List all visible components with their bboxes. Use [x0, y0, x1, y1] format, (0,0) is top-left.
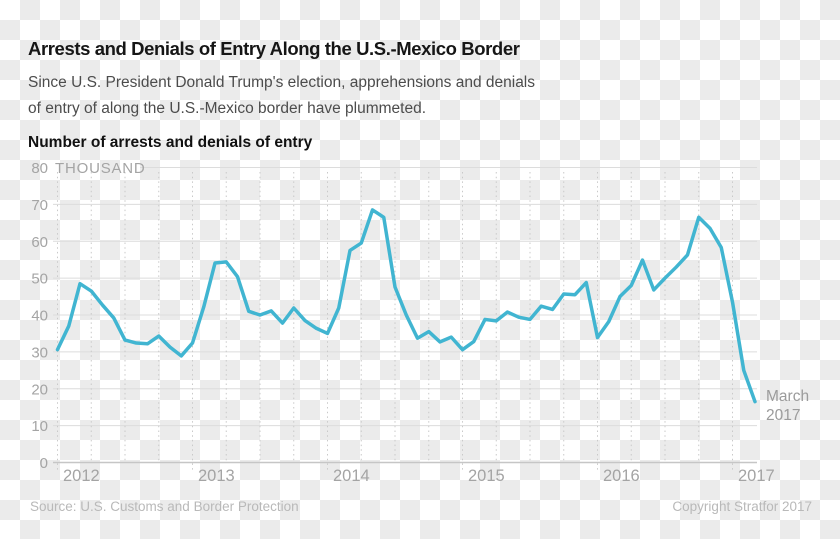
- y-tick-label-50: 50: [31, 271, 48, 288]
- y-tick-label-30: 30: [31, 344, 48, 361]
- x-tick-label-2012: 2012: [63, 467, 100, 485]
- x-tick-label-2015: 2015: [468, 467, 505, 485]
- y-axis-tick-labels: 0 10 20 30 40 50 60 70 80: [31, 160, 48, 472]
- source-credit: Source: U.S. Customs and Border Protecti…: [30, 499, 299, 514]
- x-tick-label-2013: 2013: [198, 467, 235, 485]
- x-axis-tick-labels: 2012 2013 2014 2015 2016 2017: [63, 467, 775, 485]
- y-tick-label-10: 10: [31, 418, 48, 435]
- y-tick-label-40: 40: [31, 308, 48, 325]
- x-tick-label-2016: 2016: [603, 467, 640, 485]
- subtitle-line-1: Since U.S. President Donald Trump's elec…: [28, 74, 536, 91]
- y-tick-label-20: 20: [31, 381, 48, 398]
- y-axis-unit-label: THOUSAND: [55, 160, 146, 177]
- y-tick-label-70: 70: [31, 197, 48, 214]
- data-line-arrests: [55, 208, 757, 404]
- annotation-march-2017-line2: 2017: [766, 407, 800, 424]
- subtitle-line-2: of entry of along the U.S.-Mexico border…: [28, 100, 427, 117]
- y-tick-label-60: 60: [31, 234, 48, 251]
- y-tick-label-80: 80: [31, 160, 48, 177]
- chart-subtitle: Since U.S. President Donald Trump's elec…: [28, 70, 535, 122]
- chart-title: Arrests and Denials of Entry Along the U…: [28, 38, 520, 59]
- copyright-credit: Copyright Stratfor 2017: [672, 499, 812, 514]
- annotation-march-2017-line1: March: [766, 388, 809, 405]
- x-tick-label-2014: 2014: [333, 467, 370, 485]
- y-axis-title: Number of arrests and denials of entry: [28, 134, 313, 151]
- x-tick-label-2017: 2017: [738, 467, 775, 485]
- y-tick-label-0: 0: [40, 455, 48, 472]
